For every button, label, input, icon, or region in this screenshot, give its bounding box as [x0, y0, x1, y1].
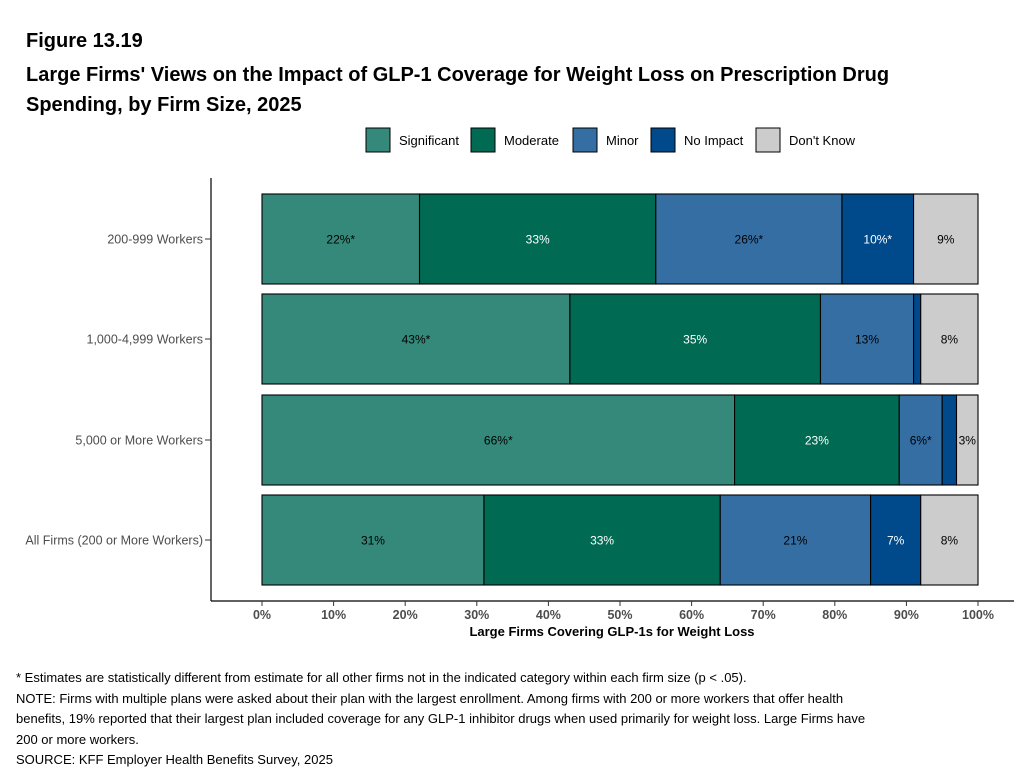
data-label: 7% [887, 534, 905, 548]
bar-segment-moderate-4 [483, 494, 721, 586]
bar-segment-minor-1 [655, 193, 843, 285]
significance-note: * Estimates are statistically different … [16, 670, 747, 685]
bar-segment-no-impact-2 [913, 293, 922, 385]
x-tick-label: 80% [822, 608, 847, 622]
x-tick-label: 100% [962, 608, 994, 622]
bar-segment-no-impact-3 [941, 394, 958, 486]
footnotes: * Estimates are statistically different … [16, 668, 976, 771]
data-label: 33% [526, 233, 550, 247]
bar-segment-moderate-1 [418, 193, 657, 285]
bar-segment-no-impact-4 [870, 494, 922, 586]
x-tick-label: 30% [464, 608, 489, 622]
data-label: 21% [783, 534, 807, 548]
data-label: 23% [805, 434, 829, 448]
bar-segment-minor-4 [719, 494, 872, 586]
legend-label: No Impact [684, 133, 744, 148]
legend-label: Moderate [504, 133, 559, 148]
bar-segment-minor-3 [898, 394, 943, 486]
note-line-2: benefits, 19% reported that their larges… [16, 711, 866, 726]
x-tick-label: 10% [321, 608, 346, 622]
bar-segment-don-t-know-3 [955, 394, 979, 486]
bar-segment-no-impact-1 [841, 193, 915, 285]
data-label: 26%* [735, 233, 764, 247]
x-tick-label: 90% [894, 608, 919, 622]
category-label: 5,000 or More Workers [75, 434, 203, 448]
data-label: 43%* [402, 333, 431, 347]
legend-swatch-significant [365, 127, 391, 153]
note-line-1: NOTE: Firms with multiple plans were ask… [16, 690, 844, 706]
figure-label: Figure 13.19 [26, 30, 143, 52]
x-axis-label: Large Firms Covering GLP-1s for Weight L… [469, 624, 754, 639]
bar-segment-significant-2 [261, 293, 571, 385]
legend-swatch-don-t-know [755, 127, 781, 153]
legend-swatch-moderate [470, 127, 496, 153]
x-tick-label: 50% [607, 608, 632, 622]
legend-swatch-no-impact [650, 127, 676, 153]
bar-segment-don-t-know-4 [920, 494, 979, 586]
data-label: 66%* [484, 434, 513, 448]
x-tick-label: 40% [536, 608, 561, 622]
legend-label: Don't Know [789, 133, 856, 148]
category-label: 200-999 Workers [107, 233, 203, 247]
bar-segment-moderate-3 [734, 394, 900, 486]
legend: Significant Moderate Minor No Impact Don't K… [365, 127, 856, 153]
category-label: 1,000-4,999 Workers [87, 333, 204, 347]
category-label: All Firms (200 or More Workers) [25, 534, 203, 548]
x-tick-label: 20% [393, 608, 418, 622]
data-label: 35% [683, 333, 707, 347]
x-axis-ticks: 0% 10% 20% 30% 40% 50% 60% 70% 80% 90% 100% [253, 601, 994, 622]
bars: 22%* 33% 26%* 10%* 9% 43%* 35% 13% 8% 66%* 23% 6%* 3… [261, 193, 979, 586]
chart-title: Large Firms' Views on the Impact of GLP-… [26, 64, 890, 116]
data-label: 10%* [863, 233, 892, 247]
data-label: 22%* [326, 233, 355, 247]
x-tick-label: 60% [679, 608, 704, 622]
bar-segment-don-t-know-2 [920, 293, 979, 385]
x-tick-label: 70% [751, 608, 776, 622]
bar-segment-significant-4 [261, 494, 485, 586]
legend-swatch-minor [572, 127, 598, 153]
data-label: 8% [941, 534, 959, 548]
chart-axes [210, 178, 1014, 602]
source-note: SOURCE: KFF Employer Health Benefits Sur… [16, 752, 333, 767]
data-label: 31% [361, 534, 385, 548]
bar-segment-don-t-know-1 [913, 193, 979, 285]
legend-label: Significant [399, 133, 459, 148]
bar-segment-moderate-2 [569, 293, 822, 385]
stacked-bar-chart: Significant Moderate Minor No Impact Don't K… [25, 127, 1014, 639]
x-tick-label: 0% [253, 608, 271, 622]
note-line-3: 200 or more workers. [16, 731, 139, 747]
bar-segment-significant-1 [261, 193, 421, 285]
data-label: 33% [590, 534, 614, 548]
data-label: 13% [855, 333, 879, 347]
category-labels: 200-999 Workers 1,000-4,999 Workers 5,000 … [25, 233, 211, 548]
data-label: 3% [959, 434, 977, 448]
legend-label: Minor [606, 133, 639, 148]
data-label: 6%* [910, 434, 932, 448]
data-label: 9% [937, 233, 955, 247]
bar-segment-significant-3 [261, 394, 736, 486]
data-label: 8% [941, 333, 959, 347]
